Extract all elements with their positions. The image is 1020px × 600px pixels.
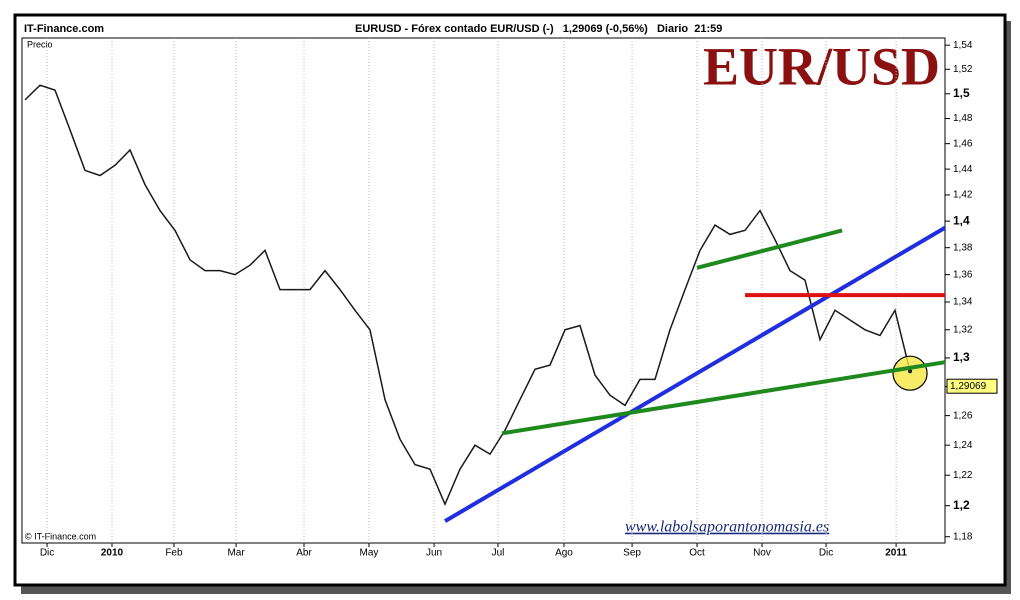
x-tick-label: Mar: [227, 548, 245, 559]
x-tick-label: Jul: [492, 548, 505, 559]
last-point: [908, 369, 913, 374]
y-tick-label: 1,32: [953, 324, 973, 335]
x-tick-label: Ago: [555, 548, 573, 559]
x-tick-label: Sep: [623, 548, 641, 559]
y-tick-label: 1,3: [953, 350, 970, 364]
copyright: © IT-Finance.com: [25, 531, 96, 541]
y-tick-label: 1,34: [953, 297, 973, 308]
x-tick-label: Dic: [40, 548, 54, 559]
source: IT-Finance.com: [24, 23, 104, 35]
y-tick-label: 1,54: [953, 40, 973, 51]
x-tick-label: Jun: [426, 548, 442, 559]
last-value-box: [946, 378, 998, 394]
x-tick-label: 2011: [885, 548, 907, 559]
watermark: EUR/USD: [703, 36, 940, 96]
x-tick-label: Nov: [753, 548, 771, 559]
trendline: [444, 226, 947, 523]
y-tick-label: 1,5: [953, 86, 970, 100]
plot-area: [21, 37, 946, 544]
y-tick-label: 1,46: [953, 138, 973, 149]
x-tick-label: Dic: [819, 548, 833, 559]
last-value-label: 1,29069: [950, 381, 987, 392]
y-tick-label: 1,18: [953, 531, 973, 542]
trendline: [501, 360, 946, 436]
y-tick-label: 1,44: [953, 164, 973, 175]
price-line: [24, 84, 911, 507]
y-tick-label: 1,38: [953, 242, 973, 253]
y-axis-label: Precio: [27, 39, 53, 49]
trendline: [696, 228, 843, 270]
x-tick-label: Feb: [165, 548, 183, 559]
y-tick-label: 1,36: [953, 269, 973, 280]
y-tick-label: 1,42: [953, 190, 973, 201]
y-tick-label: 1,24: [953, 440, 973, 451]
y-tick-label: 1,52: [953, 64, 973, 75]
x-tick-label: 2010: [101, 548, 124, 559]
y-tick-label: 1,4: [953, 213, 970, 227]
x-tick-label: Oct: [689, 548, 705, 559]
y-tick-label: 1,22: [953, 470, 973, 481]
y-tick-label: 1,26: [953, 410, 973, 421]
y-tick-label: 1,48: [953, 113, 973, 124]
x-tick-label: May: [360, 548, 379, 559]
y-tick-label: 1,2: [953, 498, 970, 512]
chart-title: EURUSD - Fórex contado EUR/USD (-) 1,290…: [355, 23, 722, 35]
x-tick-label: Abr: [296, 548, 312, 559]
website: www.labolsaporantonomasia.es: [625, 519, 829, 536]
